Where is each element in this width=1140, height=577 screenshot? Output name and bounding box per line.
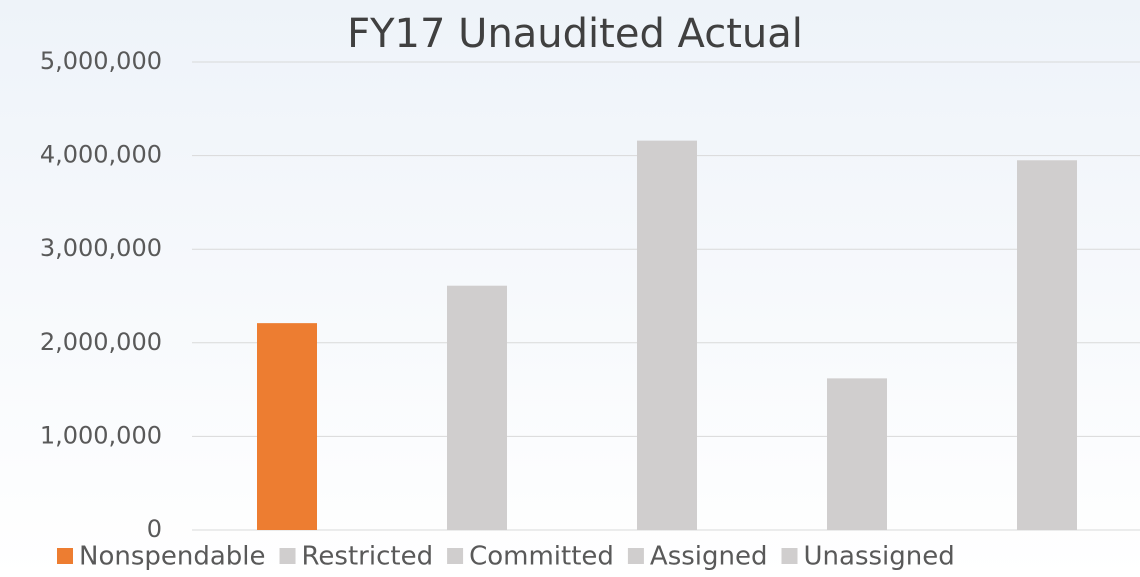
legend-swatch [57, 548, 73, 564]
bar [637, 140, 697, 530]
bar [1017, 160, 1077, 530]
legend-label: Restricted [302, 542, 434, 572]
bar [447, 285, 507, 530]
legend-swatch [279, 548, 296, 564]
y-tick-label: 2,000,000 [40, 328, 162, 356]
y-tick-label: 4,000,000 [40, 141, 162, 169]
y-tick-label: 1,000,000 [40, 421, 162, 449]
legend-label: Committed [469, 542, 614, 572]
legend-label: Assigned [650, 542, 768, 572]
legend-swatch [781, 548, 798, 564]
legend-swatch [447, 548, 464, 564]
bar [827, 378, 887, 530]
legend-label: Nonspendable [79, 542, 266, 572]
chart-title: FY17 Unaudited Actual [347, 11, 803, 57]
y-tick-label: 0 [147, 515, 162, 543]
y-tick-label: 3,000,000 [40, 234, 162, 262]
legend-label: Unassigned [804, 542, 955, 572]
bar [257, 323, 317, 530]
legend-swatch [627, 548, 644, 564]
y-tick-label: 5,000,000 [40, 47, 162, 75]
